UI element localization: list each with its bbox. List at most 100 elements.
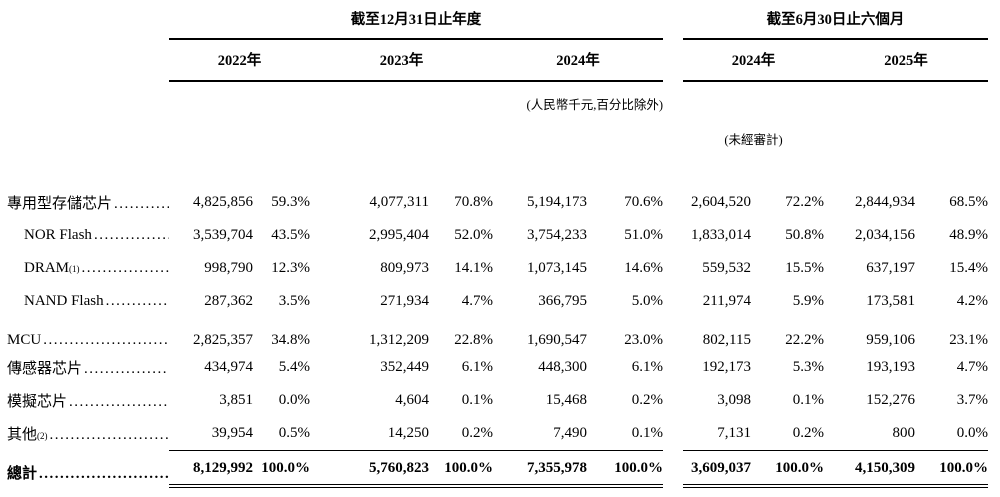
spacer-cell xyxy=(7,148,988,186)
year-header-2023: 2023年 xyxy=(310,39,493,82)
dot-leader: ........................................… xyxy=(105,293,169,309)
percent-cell: 6.1% xyxy=(631,359,663,375)
row-label-text: 其他 xyxy=(7,427,38,443)
financial-table: 截至12月31日止年度 截至6月30日止六個月 2022年 2023年 2024… xyxy=(7,6,988,488)
percent-cell: 100.0% xyxy=(253,449,310,488)
column-spacer xyxy=(663,39,683,81)
percent-cell: 0.0% xyxy=(278,392,310,408)
value-cell: 4,825,856 xyxy=(193,194,253,210)
value-cell: 7,355,978 xyxy=(493,449,587,488)
percent-cell: 4.2% xyxy=(956,293,988,309)
percent-cell: 23.0% xyxy=(624,331,663,348)
row-label-text: 傳感器芯片 xyxy=(7,361,83,377)
percent-cell: 70.8% xyxy=(454,194,493,210)
percent-cell: 14.6% xyxy=(624,260,663,276)
group-header-row: 截至12月31日止年度 截至6月30日止六個月 xyxy=(7,6,988,40)
dot-leader: ........................................… xyxy=(43,331,169,348)
value-cell: 998,790 xyxy=(204,260,253,276)
value-cell: 7,131 xyxy=(717,424,751,441)
percent-cell: 23.1% xyxy=(949,331,988,348)
percent-cell: 4.7% xyxy=(461,293,493,309)
year-header-2022: 2022年 xyxy=(169,39,310,82)
value-cell: 2,034,156 xyxy=(855,227,915,243)
value-cell: 211,974 xyxy=(702,293,751,309)
percent-cell: 51.0% xyxy=(624,227,663,243)
value-cell: 2,844,934 xyxy=(855,194,915,210)
value-cell: 287,362 xyxy=(204,293,253,309)
row-label: DRAM(1).................................… xyxy=(24,260,169,276)
interim-period-header: 截至6月30日止六個月 xyxy=(683,6,988,40)
percent-cell: 0.1% xyxy=(631,424,663,441)
dot-leader: ........................................… xyxy=(114,196,169,212)
value-cell: 4,604 xyxy=(395,392,429,408)
dot-leader: ........................................… xyxy=(84,361,169,377)
row-label: 其他(2)...................................… xyxy=(7,417,169,450)
percent-cell: 72.2% xyxy=(785,194,824,210)
value-cell: 14,250 xyxy=(387,424,429,441)
column-spacer xyxy=(663,417,683,450)
percent-cell: 4.7% xyxy=(956,359,988,375)
value-cell: 193,193 xyxy=(866,359,915,375)
row-label: 總計......................................… xyxy=(7,450,169,486)
percent-cell: 0.1% xyxy=(461,392,493,408)
value-cell: 800 xyxy=(892,424,916,441)
row-label-text: DRAM xyxy=(24,260,70,276)
percent-cell: 100.0% xyxy=(915,449,988,488)
percent-cell: 15.5% xyxy=(785,260,824,276)
spacer-cell xyxy=(824,113,988,148)
value-cell: 15,468 xyxy=(545,392,587,408)
value-cell: 7,490 xyxy=(553,424,587,441)
row-label: 模擬芯片....................................… xyxy=(7,384,169,417)
table-row: NOR Flash...............................… xyxy=(7,219,988,252)
unaudited-note: (未經審計) xyxy=(724,133,783,147)
percent-cell: 0.5% xyxy=(278,424,310,441)
value-cell: 2,995,404 xyxy=(369,227,429,243)
value-cell: 8,129,992 xyxy=(169,449,253,488)
value-cell: 637,197 xyxy=(866,260,915,276)
year-header-row: 2022年 2023年 2024年 2024年 2025年 xyxy=(7,39,988,82)
percent-cell: 50.8% xyxy=(785,227,824,243)
value-cell: 5,194,173 xyxy=(527,194,587,210)
percent-cell: 3.5% xyxy=(278,293,310,309)
column-spacer xyxy=(663,285,683,318)
year-header-2024: 2024年 xyxy=(493,39,663,82)
value-cell: 448,300 xyxy=(538,359,587,375)
percent-cell: 68.5% xyxy=(949,194,988,210)
row-label-text: 總計 xyxy=(7,465,38,482)
row-label: MCU.....................................… xyxy=(7,318,169,351)
percent-cell: 6.1% xyxy=(461,359,493,375)
percent-cell: 0.2% xyxy=(461,424,493,441)
year-header-2025: 2025年 xyxy=(824,39,988,82)
label-column-head xyxy=(7,39,169,81)
percent-cell: 52.0% xyxy=(454,227,493,243)
value-cell: 559,532 xyxy=(702,260,751,276)
spacer-cell xyxy=(663,81,988,113)
row-label-text: MCU xyxy=(7,331,42,348)
percent-cell: 0.1% xyxy=(792,392,824,408)
value-cell: 173,581 xyxy=(866,293,915,309)
column-spacer xyxy=(663,384,683,417)
percent-cell: 15.4% xyxy=(949,260,988,276)
value-cell: 434,974 xyxy=(204,359,253,375)
percent-cell: 43.5% xyxy=(271,227,310,243)
row-label: NOR Flash...............................… xyxy=(7,219,169,252)
row-label-text: 專用型存儲芯片 xyxy=(7,196,113,212)
value-cell: 2,604,520 xyxy=(691,194,751,210)
percent-cell: 5.3% xyxy=(792,359,824,375)
percent-cell: 100.0% xyxy=(429,449,493,488)
dot-leader: ........................................… xyxy=(39,465,169,482)
value-cell: 1,690,547 xyxy=(527,331,587,348)
table-row: 模擬芯片....................................… xyxy=(7,384,988,417)
value-cell: 5,760,823 xyxy=(310,449,429,488)
percent-cell: 22.2% xyxy=(785,331,824,348)
value-cell: 809,973 xyxy=(380,260,429,276)
table-body: 專用型存儲芯片.................................… xyxy=(7,186,988,488)
percent-cell: 5.9% xyxy=(792,293,824,309)
spacer-cell xyxy=(7,81,493,113)
table-row: 專用型存儲芯片.................................… xyxy=(7,186,988,219)
percent-cell: 100.0% xyxy=(587,449,663,488)
percent-cell: 0.2% xyxy=(792,424,824,441)
row-label: 專用型存儲芯片.................................… xyxy=(7,186,169,219)
table-row: 其他(2)...................................… xyxy=(7,417,988,450)
value-cell: 1,833,014 xyxy=(691,227,751,243)
